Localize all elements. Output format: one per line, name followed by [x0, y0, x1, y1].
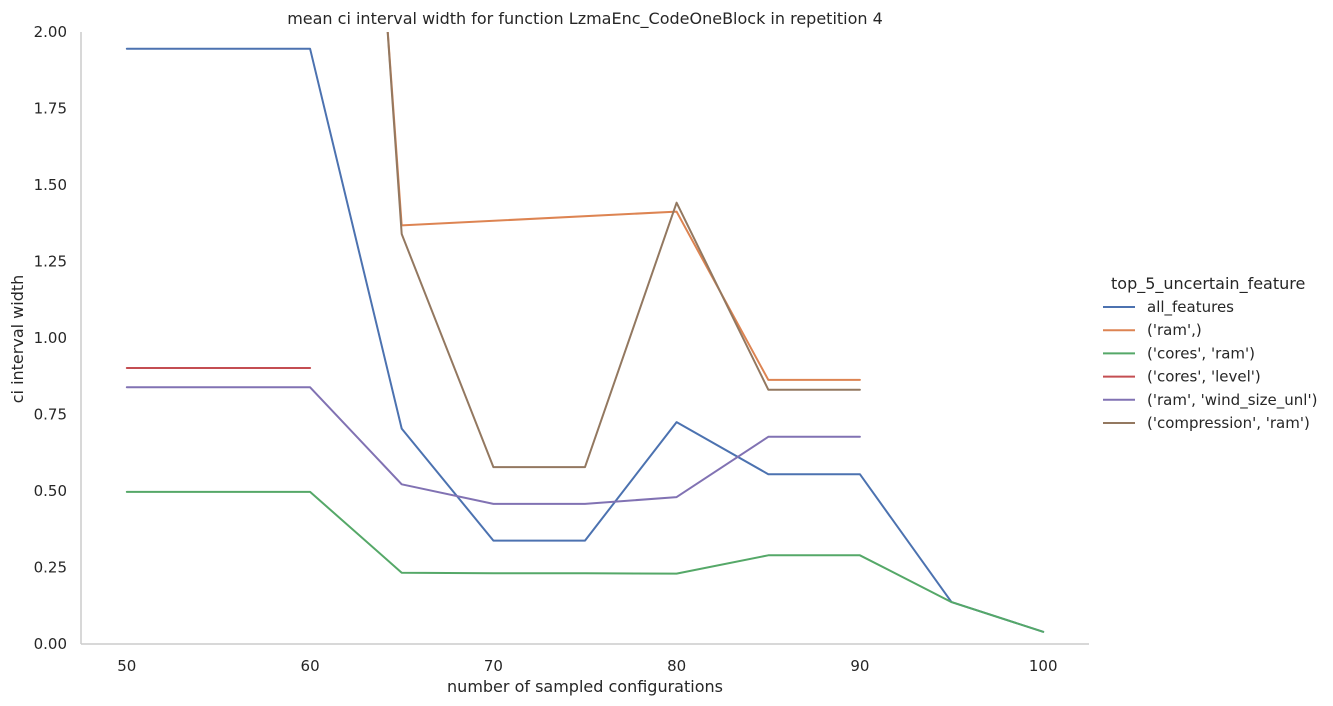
y-tick-label: 0.25: [34, 559, 67, 577]
series-line: [125, 47, 1045, 633]
x-tick-label: 90: [850, 657, 869, 675]
y-tick-label: 1.50: [34, 176, 67, 194]
series-line: [386, 32, 861, 381]
legend-entry-label: ('ram',): [1147, 321, 1202, 339]
y-tick-label: 0.75: [34, 406, 67, 424]
legend-entry-label: ('cores', 'level'): [1147, 368, 1261, 386]
legend-entry-label: ('ram', 'wind_size_unl'): [1147, 391, 1317, 410]
legend-entry-label: ('cores', 'ram'): [1147, 344, 1255, 362]
y-tick-label: 2.00: [34, 23, 67, 41]
series-line: [125, 490, 1045, 633]
x-tick-label: 50: [117, 657, 136, 675]
y-tick-label: 0.00: [34, 635, 67, 653]
y-axis-title: ci interval width: [8, 275, 27, 404]
y-tick-label: 1.25: [34, 253, 67, 271]
legend-entry-label: ('compression', 'ram'): [1147, 414, 1310, 432]
x-tick-label: 70: [484, 657, 503, 675]
x-tick-label: 60: [301, 657, 320, 675]
chart-title: mean ci interval width for function Lzma…: [287, 9, 883, 29]
plot-lines: [125, 32, 1045, 633]
legend-title: top_5_uncertain_feature: [1111, 274, 1305, 294]
series-line: [125, 386, 861, 505]
legend-entry-label: all_features: [1147, 298, 1234, 317]
y-tick-label: 1.00: [34, 329, 67, 347]
y-tick-label: 1.75: [34, 100, 67, 118]
x-tick-label: 100: [1029, 657, 1058, 675]
y-tick-label: 0.50: [34, 482, 67, 500]
series-line: [386, 32, 861, 469]
y-axis-ticks: 0.00 0.25 0.50 0.75 1.00 1.25 1.50 1.75 2.00: [34, 23, 67, 653]
x-axis-ticks: 50 60 70 80 90 100: [117, 657, 1057, 675]
x-axis-title: number of sampled configurations: [447, 677, 723, 696]
x-tick-label: 80: [667, 657, 686, 675]
legend: top_5_uncertain_feature all_features ('ra…: [1103, 274, 1317, 432]
